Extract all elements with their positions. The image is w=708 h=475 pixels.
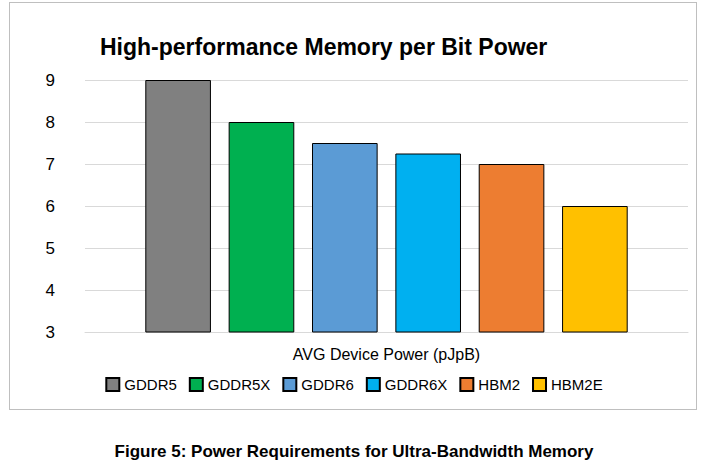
- svg-text:GDDR6: GDDR6: [301, 376, 354, 393]
- svg-text:Figure 5: Power Requirements f: Figure 5: Power Requirements for Ultra-B…: [115, 442, 594, 461]
- svg-text:6: 6: [46, 197, 55, 216]
- svg-text:HBM2: HBM2: [478, 376, 520, 393]
- svg-text:4: 4: [46, 281, 55, 300]
- svg-text:GDDR5X: GDDR5X: [208, 376, 271, 393]
- svg-text:3: 3: [46, 323, 55, 342]
- svg-text:5: 5: [46, 239, 55, 258]
- svg-text:GDDR6X: GDDR6X: [385, 376, 448, 393]
- svg-text:HBM2E: HBM2E: [551, 376, 603, 393]
- svg-text:High-performance Memory per Bi: High-performance Memory per Bit Power: [100, 34, 547, 60]
- svg-text:9: 9: [46, 71, 55, 90]
- svg-text:8: 8: [46, 113, 55, 132]
- svg-text:GDDR5: GDDR5: [124, 376, 177, 393]
- svg-text:AVG Device Power (pJpB): AVG Device Power (pJpB): [293, 346, 480, 363]
- svg-text:7: 7: [46, 155, 55, 174]
